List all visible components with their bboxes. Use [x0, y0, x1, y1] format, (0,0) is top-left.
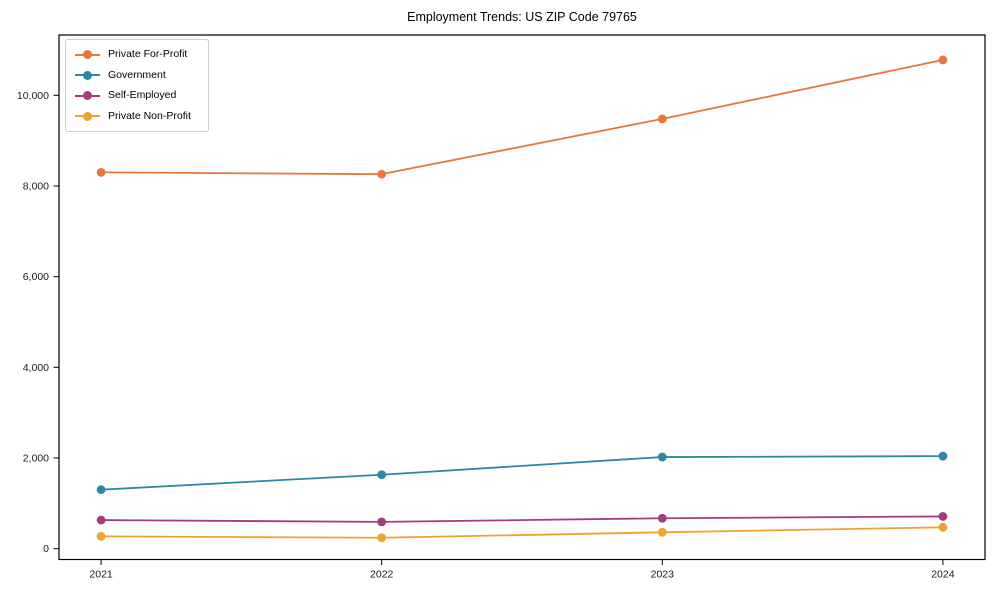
series-line-government	[100, 455, 944, 491]
line-marker-icon	[75, 91, 100, 100]
legend-label: Self-Employed	[108, 89, 177, 101]
y-axis-tick-label: 6,000	[23, 271, 49, 283]
legend-label: Private For-Profit	[108, 48, 188, 60]
chart-title: Employment Trends: US ZIP Code 79765	[407, 10, 637, 24]
legend-item-government: Government	[75, 69, 200, 82]
line-marker-icon	[75, 70, 100, 80]
x-axis-tick-label: 2022	[370, 569, 394, 581]
data-point-self-employed-2021	[96, 515, 106, 525]
line-marker-icon	[75, 111, 100, 121]
series-line-private-non-profit	[100, 526, 944, 539]
data-point-government-2021	[96, 485, 106, 495]
data-point-private-for-profit-2023	[657, 114, 667, 124]
legend: Private For-Profit Government Self-Emplo…	[65, 39, 209, 132]
data-point-government-2023	[657, 452, 667, 462]
data-point-self-employed-2023	[657, 513, 667, 523]
y-axis-tick-label: 0	[43, 543, 49, 555]
data-point-self-employed-2024	[938, 512, 948, 521]
data-point-self-employed-2022	[377, 517, 387, 527]
data-point-private-non-profit-2021	[96, 531, 106, 541]
data-point-private-for-profit-2022	[377, 169, 387, 179]
series-line-private-for-profit	[100, 59, 944, 176]
data-point-private-non-profit-2024	[938, 522, 948, 532]
legend-item-self-employed: Self-Employed	[75, 89, 200, 102]
y-axis-tick-label: 8,000	[23, 181, 49, 193]
x-axis-tick-label: 2023	[651, 569, 675, 581]
legend-item-private-for-profit: Private For-Profit	[75, 48, 200, 61]
legend-label: Private Non-Profit	[108, 109, 191, 122]
x-axis-tick-label: 2024	[931, 569, 955, 581]
data-point-private-for-profit-2021	[96, 167, 106, 177]
data-point-private-non-profit-2023	[657, 527, 667, 537]
series-line-self-employed	[100, 515, 944, 523]
x-axis-tick-label: 2021	[89, 569, 113, 581]
y-axis-tick-label: 2,000	[23, 453, 49, 465]
data-point-private-non-profit-2022	[377, 533, 387, 543]
line-marker-icon	[75, 50, 100, 59]
data-point-private-for-profit-2024	[938, 55, 948, 65]
legend-label: Government	[108, 68, 166, 81]
plot-border	[58, 34, 986, 561]
data-point-government-2024	[938, 451, 948, 461]
data-point-government-2022	[377, 470, 387, 480]
y-axis-tick-label: 4,000	[23, 362, 49, 374]
legend-item-private-non-profit: Private Non-Profit	[75, 110, 200, 123]
y-axis-tick-label: 10,000	[17, 90, 49, 102]
